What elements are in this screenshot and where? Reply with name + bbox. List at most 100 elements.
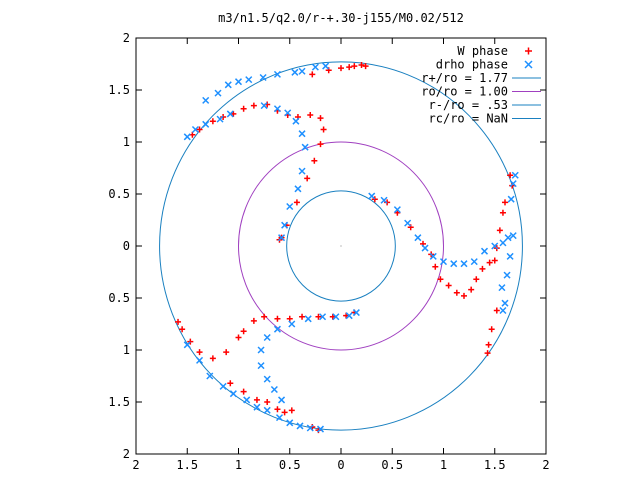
series-1-point-28	[380, 196, 388, 204]
series-0-point-75	[274, 406, 281, 413]
series-1-point-38	[480, 247, 489, 255]
y-tick-label-1: 1.5	[108, 83, 130, 97]
series-1-point-30	[404, 219, 412, 227]
series-1-point-19	[292, 117, 300, 125]
series-1-point-50	[499, 306, 507, 315]
legend-label-series-0: W phase	[457, 44, 508, 58]
series-0-point-23	[338, 65, 344, 72]
series-1-point-7	[224, 81, 232, 89]
series-0-point-64	[274, 315, 281, 322]
series-1-point-41	[504, 234, 512, 242]
series-1-point-65	[270, 385, 278, 394]
series-1-point-67	[257, 362, 265, 370]
legend-label-circle-0: r+/ro = 1.77	[421, 71, 508, 85]
series-1-point-24	[286, 202, 294, 211]
x-tick-label-5: 0.5	[381, 458, 403, 472]
y-tick-label-4: 0	[123, 239, 130, 253]
series-0-point-46	[499, 209, 506, 216]
series-0-point-36	[445, 282, 452, 289]
series-1-point-76	[352, 309, 360, 317]
series-0-point-16	[304, 175, 311, 182]
series-1-point-66	[263, 375, 271, 383]
series-0-point-59	[223, 349, 230, 356]
series-0-point-53	[484, 350, 491, 357]
series-1-point-34	[439, 258, 448, 266]
series-0-point-38	[461, 292, 467, 299]
series-1-point-12	[291, 68, 299, 76]
series-1-point-6	[214, 89, 222, 97]
series-1-point-68	[257, 346, 265, 354]
series-1-point-11	[273, 70, 281, 78]
series-0-point-42	[486, 259, 493, 266]
series-0-point-15	[311, 157, 318, 164]
series-0-point-17	[293, 199, 300, 206]
series-0-point-77	[288, 407, 295, 414]
legend-marker-series-0	[525, 47, 532, 55]
series-0-point-40	[473, 276, 480, 283]
series-0-point-63	[261, 313, 268, 320]
series-0-point-60	[235, 334, 242, 341]
series-1-point-47	[503, 271, 511, 279]
series-1-point-73	[319, 313, 327, 321]
series-1-point-52	[196, 356, 204, 364]
series-1-point-22	[298, 167, 306, 175]
chart-title: m3/n1.5/q2.0/r-+.30-j155/M0.02/512	[218, 11, 464, 25]
reference-circles	[159, 61, 523, 431]
series-0-point-51	[488, 326, 495, 333]
series-0-point-47	[502, 199, 508, 206]
series-1-point-60	[286, 419, 294, 427]
series-0-point-5	[240, 105, 247, 112]
series-1-point-23	[294, 185, 302, 193]
series-1-point-4	[226, 110, 234, 118]
series-0-point-30	[394, 209, 401, 216]
series-1-point-31	[414, 234, 422, 242]
series-1-point-17	[273, 105, 281, 113]
series-0-point-6	[250, 102, 257, 109]
series-1-point-44	[511, 171, 519, 179]
reference-circle-1	[238, 141, 444, 351]
series-1-point-57	[253, 403, 261, 411]
x-tick-label-8: 2	[542, 458, 549, 472]
series-0-point-62	[250, 317, 257, 324]
origin-dot	[340, 245, 342, 247]
series-1-point-63	[316, 425, 325, 433]
series-0-point-74	[264, 399, 271, 405]
legend-label-series-1: drho phase	[436, 58, 508, 72]
series-0-point-50	[493, 307, 500, 314]
series-1-point-74	[332, 313, 340, 321]
series-0-point-4	[230, 110, 237, 117]
series-1-point-15	[322, 62, 330, 70]
data-points	[175, 62, 519, 434]
series-0-point-43	[491, 257, 498, 264]
legend-marker-series-1	[524, 60, 533, 69]
series-1-point-29	[393, 206, 401, 214]
series-1-point-53	[206, 372, 214, 380]
series-1-point-49	[501, 299, 509, 307]
series-0-point-72	[240, 388, 247, 395]
series-1-point-25	[281, 221, 289, 229]
series-0-point-54	[175, 318, 182, 325]
series-1-point-3	[216, 115, 224, 123]
series-0-point-57	[196, 349, 203, 356]
series-0-point-41	[479, 265, 486, 272]
reference-circle-2	[286, 190, 396, 302]
legend-label-circle-3: rc/ro = NaN	[429, 112, 508, 126]
series-0-point-27	[362, 63, 369, 70]
series-1-point-75	[345, 312, 353, 320]
axis-ticks: 2 1.5 1 0.5 0 0.5 1 1.5 221.510.500.511.52	[108, 31, 549, 472]
series-1-point-0	[183, 133, 191, 141]
series-1-point-35	[450, 260, 458, 268]
series-0-point-68	[329, 313, 336, 320]
series-1-point-55	[229, 390, 237, 398]
series-0-point-65	[286, 315, 293, 322]
series-0-point-26	[358, 62, 365, 69]
series-0-point-2	[209, 118, 216, 125]
series-0-point-76	[281, 409, 288, 416]
series-0-point-35	[437, 276, 444, 283]
series-1-point-21	[301, 143, 309, 151]
series-0-point-58	[209, 355, 216, 362]
series-1-point-8	[234, 78, 243, 86]
series-0-point-1	[196, 126, 203, 133]
